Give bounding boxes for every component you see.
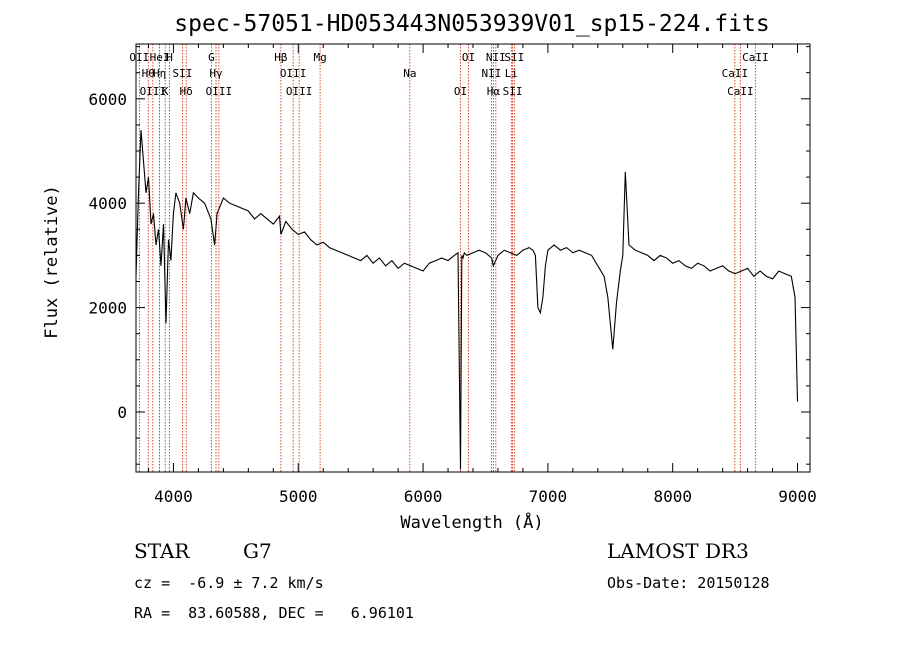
line-label: K xyxy=(162,85,169,98)
line-label: Li xyxy=(505,67,518,80)
x-tick-label: 4000 xyxy=(154,487,193,506)
x-tick-label: 7000 xyxy=(529,487,568,506)
line-label: OI xyxy=(454,85,467,98)
y-tick-label: 6000 xyxy=(88,90,127,109)
line-label: OIII xyxy=(280,67,307,80)
x-tick-label: 8000 xyxy=(653,487,692,506)
line-label: Hθ xyxy=(142,67,155,80)
line-label: HeI xyxy=(150,51,170,64)
line-label: SII xyxy=(503,85,523,98)
line-label: CaII xyxy=(722,67,749,80)
line-label: Mg xyxy=(313,51,326,64)
coordinates: RA = 83.60588, DEC = 6.96101 xyxy=(134,604,414,622)
x-tick-label: 9000 xyxy=(778,487,817,506)
redshift-value: cz = -6.9 ± 7.2 km/s xyxy=(134,574,324,592)
x-tick-label: 6000 xyxy=(404,487,443,506)
line-label: NII xyxy=(482,67,502,80)
line-label: SII xyxy=(172,67,192,80)
line-label: Na xyxy=(403,67,416,80)
line-label: CaII xyxy=(727,85,754,98)
y-tick-label: 0 xyxy=(117,403,127,422)
line-label: Hβ xyxy=(274,51,288,64)
line-label: G xyxy=(208,51,215,64)
object-subclass: G7 xyxy=(243,539,272,563)
line-label: NII xyxy=(486,51,506,64)
line-label: Hγ xyxy=(209,67,223,80)
line-label: OIII xyxy=(206,85,233,98)
object-class: STAR xyxy=(134,539,190,563)
y-axis: 0 2000 4000 6000 xyxy=(88,46,810,465)
y-tick-label: 2000 xyxy=(88,299,127,318)
spectral-line-markers xyxy=(138,44,756,472)
y-axis-label: Flux (relative) xyxy=(42,185,62,339)
line-label: OIII xyxy=(140,85,167,98)
line-label: OI xyxy=(462,51,475,64)
x-axis-label: Wavelength (Å) xyxy=(400,511,543,533)
line-label: Hα xyxy=(487,85,501,98)
spectrum-line xyxy=(135,130,799,470)
plot-frame xyxy=(135,43,811,473)
line-label: Hδ xyxy=(180,85,193,98)
observation-date: Obs-Date: 20150128 xyxy=(607,574,770,592)
survey-name: LAMOST DR3 xyxy=(607,539,749,563)
x-axis: 4000 5000 6000 7000 8000 9000 xyxy=(147,44,817,506)
spectral-line-labels: OII Hθ OIII HeI Hη K H SII Hδ G Hγ OIII Hβ OIII OIII Mg… xyxy=(129,51,768,98)
x-tick-label: 5000 xyxy=(279,487,318,506)
line-label: H xyxy=(166,51,173,64)
chart-title: spec-57051-HD053443N053939V01_sp15-224.f… xyxy=(174,11,769,37)
y-tick-label: 4000 xyxy=(88,194,127,213)
line-label: CaII xyxy=(742,51,769,64)
line-label: Hη xyxy=(153,67,166,80)
line-label: SII xyxy=(504,51,524,64)
line-label: OIII xyxy=(286,85,313,98)
line-label: OII xyxy=(129,51,149,64)
